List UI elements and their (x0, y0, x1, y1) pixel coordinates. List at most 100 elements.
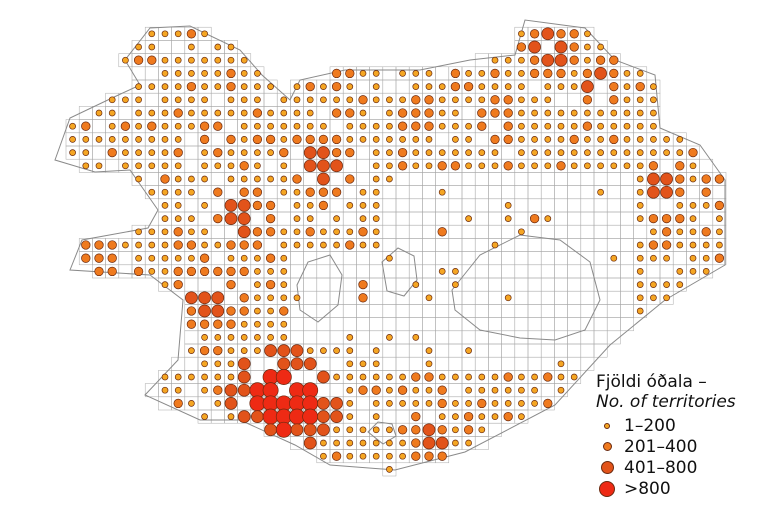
territory-dot (147, 121, 157, 131)
grid-cell (474, 436, 489, 450)
territory-dot (518, 162, 525, 170)
grid-cell (620, 185, 634, 200)
grid-cell (620, 251, 634, 266)
legend-subtitle: No. of territories (596, 392, 736, 412)
territory-dot (240, 136, 248, 143)
grid-cell (580, 198, 595, 213)
territory-dot (161, 241, 169, 249)
territory-dot (386, 426, 393, 434)
grid-cell (276, 198, 291, 213)
territory-dot (108, 109, 116, 117)
territory-dot (359, 109, 367, 117)
grid-cell (540, 238, 555, 252)
territory-dot (660, 185, 673, 199)
territory-dot (359, 373, 367, 381)
grid-cell (184, 356, 199, 371)
territory-dot (531, 386, 538, 394)
grid-cell (488, 343, 502, 358)
territory-dot (411, 411, 421, 422)
grid-cell (580, 330, 595, 345)
territory-dot (584, 149, 591, 156)
grid-cell (422, 317, 436, 332)
grid-cell (606, 304, 621, 318)
territory-dot (636, 162, 644, 170)
grid-cell (593, 290, 608, 305)
grid-cell (514, 290, 529, 305)
territory-dot (107, 147, 117, 158)
territory-dot (254, 294, 261, 302)
territory-dot (174, 162, 182, 170)
grid-cell (501, 330, 516, 345)
territory-dot (518, 149, 525, 156)
territory-dot (676, 241, 684, 249)
territory-dot (293, 109, 301, 117)
territory-dot (237, 370, 251, 384)
territory-dot (412, 136, 420, 143)
grid-cell (567, 330, 582, 345)
grid-cell (593, 317, 608, 332)
territory-dot (267, 320, 274, 328)
grid-cell (567, 92, 582, 107)
grid-cell (593, 92, 608, 107)
territory-dot (174, 30, 182, 38)
territory-dot (371, 385, 381, 395)
territory-dot (529, 55, 540, 65)
territory-dot (135, 122, 142, 130)
territory-dot (293, 96, 301, 104)
territory-dot (239, 161, 249, 171)
grid-cell (474, 185, 489, 200)
grid-cell (580, 356, 595, 371)
territory-dot (597, 136, 604, 143)
grid-cell (514, 343, 529, 358)
grid-cell (540, 396, 555, 411)
grid-cell (263, 158, 278, 173)
grid-cell (408, 356, 423, 371)
territory-dot (504, 294, 512, 302)
territory-dot (702, 202, 710, 209)
grid-cell (474, 224, 489, 239)
territory-dot (544, 162, 552, 170)
territory-dot (201, 56, 208, 64)
territory-dot (346, 202, 354, 209)
grid-cell (448, 356, 463, 371)
grid-cell (210, 92, 225, 107)
grid-cell (197, 277, 212, 292)
territory-dot (240, 320, 248, 328)
territory-dot (372, 149, 380, 156)
territory-dot (610, 109, 618, 117)
territory-dot (531, 373, 538, 381)
territory-dot (280, 334, 288, 341)
territory-dot (240, 122, 248, 130)
territory-dot (226, 68, 236, 79)
grid-cell (474, 264, 489, 279)
territory-dot (424, 108, 434, 118)
grid-cell (606, 290, 621, 305)
grid-cell (422, 304, 436, 318)
territory-dot (609, 81, 619, 92)
grid-cell (342, 211, 357, 226)
territory-dot (609, 95, 619, 105)
grid-cell (593, 264, 608, 279)
territory-dot (161, 56, 169, 64)
territory-dot (372, 373, 380, 381)
territory-dot (636, 281, 644, 288)
territory-dot (372, 96, 380, 104)
grid-cell (461, 172, 476, 186)
territory-dot (188, 254, 195, 262)
grid-cell (210, 198, 225, 213)
grid-cell (435, 343, 450, 358)
territory-dot (544, 109, 552, 117)
grid-cell (540, 290, 555, 305)
territory-dot (372, 413, 380, 420)
territory-dot (160, 174, 170, 184)
grid-cell (435, 66, 450, 81)
territory-dot (306, 202, 314, 209)
grid-cell (184, 383, 199, 398)
grid-cell (210, 132, 225, 147)
grid-cell (567, 172, 582, 186)
territory-dot (237, 410, 251, 423)
territory-dot (148, 228, 156, 236)
grid-cell (369, 317, 384, 332)
territory-dot (491, 373, 499, 381)
grid-cell (224, 290, 238, 305)
